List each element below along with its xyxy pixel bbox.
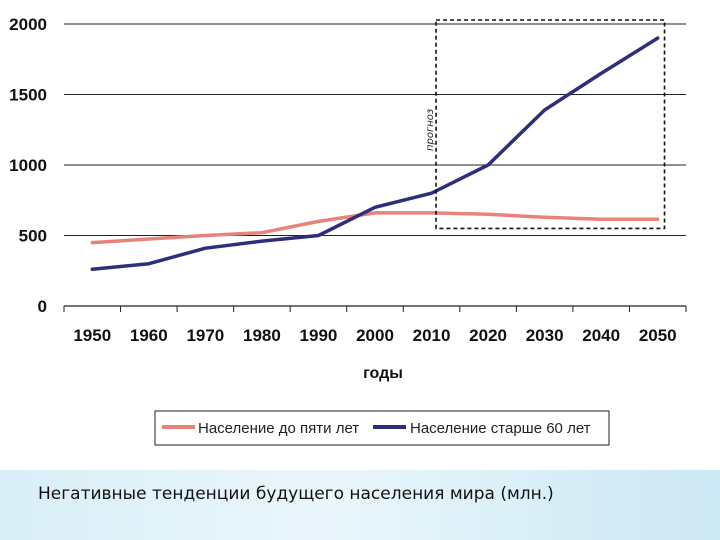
- legend-label-under-five: Население до пяти лет: [198, 420, 359, 437]
- forecast-label: прогноз: [425, 109, 436, 151]
- x-tick-label: 2000: [356, 326, 394, 345]
- y-tick-label: 1000: [9, 156, 47, 175]
- series-line-over-sixty: [90, 36, 660, 272]
- x-axis-title: годы: [363, 365, 403, 382]
- x-tick-label: 2030: [526, 326, 564, 345]
- y-tick-label: 2000: [9, 15, 47, 34]
- caption-band: [0, 470, 720, 540]
- data-series: [90, 36, 660, 272]
- x-axis-ticks: [63, 306, 687, 312]
- legend-label-over-sixty: Население старше 60 лет: [410, 420, 591, 437]
- y-axis-labels: 0 500 1000 1500 2000: [9, 15, 47, 316]
- x-tick-label: 2020: [469, 326, 507, 345]
- series-line-under-five: [90, 211, 660, 245]
- x-tick-label: 1960: [130, 326, 168, 345]
- legend: Население до пяти лет Население старше 6…: [154, 410, 610, 446]
- x-tick-label: 1980: [243, 326, 281, 345]
- x-tick-label: 1950: [73, 326, 111, 345]
- x-tick-label: 2010: [413, 326, 451, 345]
- x-tick-label: 2040: [582, 326, 620, 345]
- x-tick-label: 1990: [300, 326, 338, 345]
- gridlines: [64, 23, 686, 236]
- forecast-box: [435, 19, 666, 230]
- population-chart: 0 500 1000 1500 2000 1950 1960 1970 1980 1990 200…: [9, 15, 687, 446]
- x-tick-label: 2050: [639, 326, 677, 345]
- x-axis-labels: 1950 1960 1970 1980 1990 2000 2010 2020 2030 2040…: [73, 326, 676, 345]
- y-tick-label: 1500: [9, 86, 47, 105]
- y-tick-label: 500: [19, 227, 47, 246]
- y-tick-label: 0: [38, 297, 47, 316]
- x-tick-label: 1970: [186, 326, 224, 345]
- slide-caption: Негативные тенденции будущего населения …: [38, 484, 554, 504]
